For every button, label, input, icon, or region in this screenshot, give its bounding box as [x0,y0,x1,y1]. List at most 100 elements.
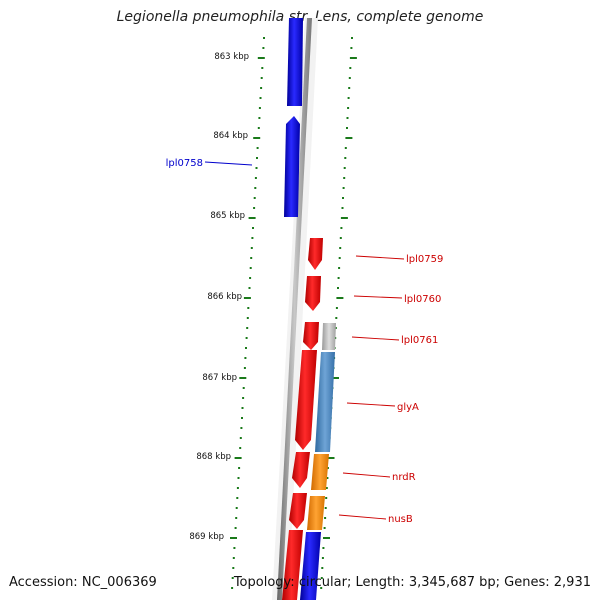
gene-label-nrdR[interactable]: nrdR [392,472,416,483]
ruler-left-mark [257,127,260,129]
gene-lpl0760 [305,276,321,311]
tick-label-863: 863 kbp [214,52,249,62]
ruler-left-mark [241,417,243,419]
ruler-left-mark [248,287,251,289]
gene-labels: lpl0758 lpl0759 lpl0760 lpl0761 glyA nrd… [166,158,444,525]
leader-lpl0758 [204,161,253,166]
tick-label-866: 866 kbp [207,292,242,302]
ruler-left-mark [260,77,263,79]
ruler-right-mark [339,237,342,239]
gene-label-lpl0761[interactable]: lpl0761 [401,335,438,346]
ruler-left-mark [236,497,239,499]
tick-label-864: 864 kbp [213,131,248,141]
ruler-right-mark [343,167,346,169]
backbone [272,18,318,600]
ruler-left-mark [253,197,256,199]
gene-label-lpl0759[interactable]: lpl0759 [406,254,443,265]
ruler-left-mark [244,357,247,359]
ruler-left-mark [231,587,234,589]
ruler-left-mark [262,47,265,49]
map-title: Legionella pneumophila str. Lens, comple… [116,9,484,25]
ruler-left-mark [259,97,262,99]
ruler-right-mark [342,197,344,199]
ruler-left-mark [242,397,245,399]
ruler-right-mark [340,217,348,219]
ruler-left-mark [239,447,242,449]
ruler-right-mark [342,187,345,189]
tick-label-865: 865 kbp [210,211,245,221]
ruler-left-mark [245,347,247,349]
ruler-left-mark [242,387,245,389]
ruler-left-mark [240,427,243,429]
ruler-right-mark [332,377,339,379]
ruler-right-mark [349,67,352,69]
cog-block-nusB [307,496,325,530]
ruler-marks [230,37,357,589]
ruler-left-mark [239,437,242,439]
ruler-right-mark [337,277,340,279]
cog-block-glyA [315,352,335,452]
cog-block-lpl0761 [322,323,336,350]
genes-label: Genes: [504,575,550,590]
ruler-left-mark [253,137,261,139]
leader-lpl0760 [353,295,403,299]
ruler-right-mark [345,137,353,139]
ruler-left-mark [250,247,253,249]
ruler-right-mark [346,117,349,119]
ruler-right-mark [344,157,347,159]
ruler-left-mark [257,57,265,59]
ruler-right-mark [321,567,324,569]
gene-glyA [295,350,317,450]
ruler-right-mark [324,517,327,519]
gene-next [282,530,303,600]
ruler-left-mark [258,107,261,109]
ruler-left-mark [247,307,250,309]
leader-nrdR [342,472,391,478]
gene-lpl0761 [303,322,319,350]
genome-summary: Topology: circular; Length: 3,345,687 bp… [233,575,591,590]
tick-label-867: 867 kbp [202,373,237,383]
gene-label-glyA[interactable]: glyA [397,402,419,413]
ruler-left-mark [249,277,252,279]
ruler-left-mark [234,457,242,459]
ruler-left-mark [250,257,253,259]
ruler-right-mark [346,127,348,129]
ruler-left-mark [253,207,256,209]
ruler-right-mark [348,87,351,89]
ruler-right-mark [326,467,329,469]
gene-label-lpl0760[interactable]: lpl0760 [404,294,441,305]
ruler-right-mark [335,307,338,309]
ruler-left-mark [232,557,235,559]
backbone-line [277,18,312,600]
ruler-right-mark [340,227,343,229]
ruler-right-mark [320,587,323,589]
leader-lpl0761 [351,336,400,341]
ruler-right-mark [348,77,351,79]
ruler-right-mark [351,37,353,39]
ruler-right-mark [335,317,338,319]
ruler-right-mark [324,507,327,509]
ruler-left-mark [246,327,249,329]
ruler-left-mark [258,117,261,119]
ruler-right-mark [325,487,328,489]
ruler-right-mark [336,297,344,299]
cog-block-next [300,532,321,600]
ruler-left-mark [239,377,247,379]
accession-info: Accession: NC_006369 [9,575,157,590]
accession-label: Accession: [9,575,78,590]
gene-label-leaders [204,161,405,520]
ruler-right-mark [344,147,347,149]
ruler-left-mark [236,487,239,489]
gene-label-nusB[interactable]: nusB [388,514,413,525]
gene-nusB [289,493,307,529]
gene-label-lpl0758[interactable]: lpl0758 [166,158,203,169]
ruler-left-mark [237,477,240,479]
ruler-right-mark [341,207,344,209]
ruler-right-mark [347,107,350,109]
leader-glyA [346,402,396,407]
ruler-right-mark [349,57,357,59]
ruler-right-mark [322,547,325,549]
ruler-right-mark [325,497,328,499]
length-label: Length: [355,575,405,590]
